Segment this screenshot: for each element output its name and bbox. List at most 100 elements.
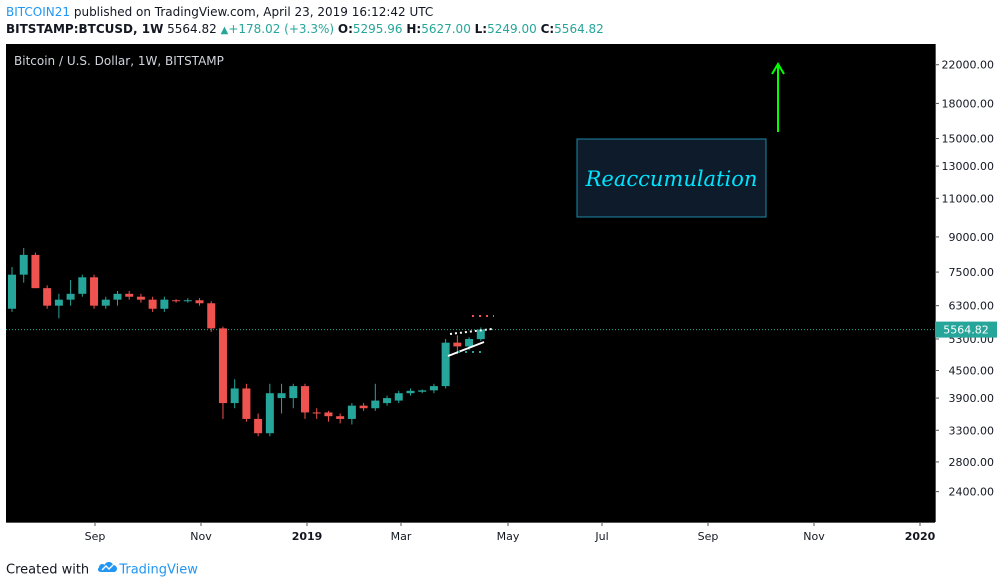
candle (218, 326, 227, 419)
candle-body (43, 288, 52, 306)
candle (394, 390, 403, 404)
price-change: +178.02 (+3.3%) (228, 22, 335, 36)
price-tick-label: 2800.00 (949, 456, 995, 469)
candle-body (347, 405, 356, 419)
candle-body (265, 393, 274, 434)
annotation-box[interactable] (576, 138, 767, 218)
last-price-label-box (935, 321, 997, 338)
candle (336, 413, 345, 424)
open-label: O: (337, 22, 353, 36)
candle (19, 247, 28, 283)
candle-body (90, 277, 99, 306)
price-axis[interactable] (935, 44, 1000, 522)
price-tick-label: 15000.00 (942, 133, 995, 146)
support-trend-line (447, 341, 485, 357)
time-ticks: Sep Nov 2019 Mar May Jul Sep Nov 2020 (85, 522, 936, 543)
open-value: 5295.96 (352, 22, 403, 36)
candle (406, 388, 415, 396)
last-price-label: 5564.82 (943, 324, 989, 337)
candle (78, 274, 87, 297)
chart-container[interactable]: 22000.00 18000.00 15000.00 13000.00 11000.00… (6, 44, 1000, 548)
tradingview-brand-link[interactable]: TradingView (119, 562, 198, 578)
candle-body (429, 386, 438, 391)
candle-body (242, 388, 251, 419)
candle-body (148, 299, 157, 309)
candle (418, 389, 427, 394)
time-tick-label: Sep (85, 530, 106, 543)
price-tick-label: 3300.00 (949, 424, 995, 437)
candle (31, 252, 40, 289)
price-tick-label: 6300.00 (949, 300, 995, 313)
candle-body (136, 296, 145, 300)
last-price: 5564.82 (167, 22, 217, 36)
time-tick-label: May (497, 530, 520, 543)
candle (136, 293, 145, 303)
close-value: 5564.82 (554, 22, 604, 36)
candle-body (160, 299, 169, 309)
candle (312, 408, 321, 419)
annotation-text: Reaccumulation (585, 167, 758, 191)
candle-body (113, 293, 122, 300)
author-link[interactable]: BITCOIN21 (6, 5, 71, 19)
dotted-resistance-line (449, 328, 493, 335)
candle-body (254, 418, 263, 434)
candle-body (31, 254, 40, 289)
candle (277, 383, 286, 414)
price-tick-label: 4500.00 (949, 365, 995, 378)
price-chart[interactable]: 22000.00 18000.00 15000.00 13000.00 11000.00… (6, 44, 1000, 548)
candle-body (54, 299, 63, 306)
tradingview-cloud-icon (97, 560, 119, 580)
candle-body (277, 393, 286, 399)
candle-body (406, 390, 415, 394)
up-arrow-icon (771, 62, 785, 75)
candle (242, 383, 251, 422)
candle-body (218, 328, 227, 404)
candle (172, 299, 181, 303)
candle (160, 296, 169, 312)
candle (265, 383, 274, 437)
candle (429, 383, 438, 394)
candle-body (19, 254, 28, 275)
time-tick-label: 2019 (292, 530, 323, 543)
candle-body (66, 293, 75, 300)
candle (113, 290, 122, 306)
candle-body (183, 300, 192, 302)
candle-body (324, 412, 333, 417)
candle (148, 296, 157, 312)
price-tick-label: 22000.00 (942, 59, 995, 72)
time-tick-label: Sep (698, 530, 719, 543)
chart-title: Bitcoin / U.S. Dollar, 1W, BITSTAMP (14, 54, 224, 68)
candle (324, 410, 333, 422)
candle (183, 298, 192, 303)
candles (8, 247, 485, 437)
price-tick-label: 13000.00 (942, 160, 995, 173)
candle-body (371, 400, 380, 409)
close-label: C: (540, 22, 555, 36)
candle-body (301, 386, 309, 413)
up-triangle-icon: ▲ (220, 25, 229, 36)
candle (66, 279, 75, 306)
candle-body (336, 416, 345, 419)
candle (254, 413, 263, 437)
time-tick-label: Nov (190, 530, 212, 543)
candle (230, 379, 239, 409)
price-tick-label: 3900.00 (949, 392, 995, 405)
candle-body (394, 393, 403, 401)
published-text: published on TradingView.com, April 23, … (73, 5, 434, 19)
candle-body (441, 342, 450, 387)
time-tick-label: Mar (391, 530, 412, 543)
candle (43, 285, 52, 309)
price-tick-label: 2400.00 (949, 486, 995, 499)
candle (101, 296, 110, 309)
candle-body (207, 303, 216, 329)
candle-body (312, 412, 321, 414)
time-axis[interactable] (6, 522, 1000, 548)
price-ticks: 22000.00 18000.00 15000.00 13000.00 11000.00… (935, 59, 994, 499)
symbol-label: BITSTAMP:BTCUSD, 1W (6, 22, 164, 36)
time-tick-label: 2020 (905, 530, 936, 543)
candle-body (8, 274, 16, 309)
candle (453, 335, 462, 355)
high-label: H: (406, 22, 422, 36)
drawings: Reaccumulation (447, 62, 785, 357)
candle (301, 383, 309, 419)
